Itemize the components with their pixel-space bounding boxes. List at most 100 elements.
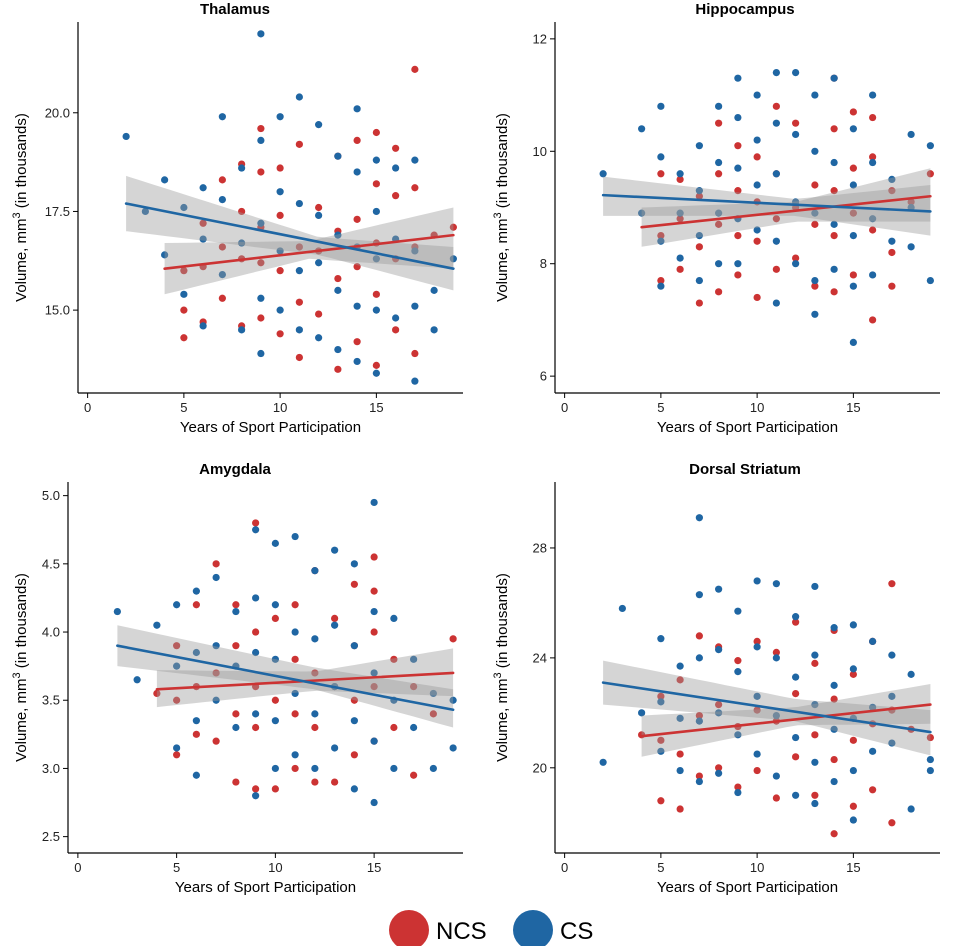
data-point-cs	[271, 601, 279, 609]
data-point-cs	[618, 604, 626, 613]
data-point-cs	[218, 270, 226, 279]
data-point-ncs	[715, 119, 723, 127]
data-point-ncs	[291, 601, 299, 609]
data-point-ncs	[173, 696, 181, 704]
data-point-cs	[849, 181, 857, 189]
data-point-ncs	[331, 778, 339, 786]
data-point-ncs	[888, 282, 896, 290]
data-point-ncs	[271, 614, 279, 622]
data-point-ncs	[849, 736, 857, 744]
data-point-ncs	[695, 299, 703, 307]
data-point-ncs	[753, 766, 761, 775]
data-point-cs	[657, 153, 665, 161]
data-point-ncs	[849, 670, 857, 678]
data-point-ncs	[772, 794, 780, 802]
data-point-cs	[926, 276, 934, 285]
data-point-cs	[830, 624, 838, 632]
data-point-ncs	[295, 140, 303, 148]
data-point-ncs	[676, 215, 684, 223]
data-point-cs	[811, 276, 819, 285]
data-point-cs	[199, 322, 207, 330]
data-point-cs	[192, 587, 200, 595]
data-point-ncs	[271, 696, 279, 704]
data-point-ncs	[792, 254, 800, 262]
fit-line-cs	[601, 193, 932, 213]
data-point-cs	[334, 286, 342, 294]
data-point-cs	[199, 184, 207, 192]
legend-key-ncs	[389, 910, 429, 946]
data-point-cs	[830, 777, 838, 786]
data-point-cs	[811, 209, 819, 217]
data-point-cs	[715, 209, 723, 217]
data-point-cs	[753, 692, 761, 700]
data-point-cs	[334, 231, 342, 239]
x-tick-label: 10	[268, 860, 282, 875]
data-point-cs	[888, 739, 896, 747]
data-point-ncs	[276, 330, 284, 338]
series-cs-points	[122, 30, 457, 385]
data-point-ncs	[295, 298, 303, 306]
data-point-ncs	[792, 618, 800, 626]
data-point-cs	[734, 74, 742, 82]
data-point-cs	[753, 577, 761, 585]
y-axis-label: Volume, mm3 (in thousands)	[11, 573, 30, 762]
fit-line-ncs	[640, 703, 932, 738]
x-tick-label: 0	[561, 860, 568, 875]
data-point-ncs	[715, 170, 723, 178]
x-tick-label: 10	[750, 400, 764, 415]
data-point-ncs	[252, 785, 260, 793]
data-point-cs	[113, 607, 121, 616]
confidence-band-cs	[603, 176, 931, 236]
data-point-cs	[291, 689, 299, 698]
y-axis-label-tail: (in thousands)	[494, 573, 511, 672]
data-point-ncs	[830, 288, 838, 296]
data-point-cs	[830, 74, 838, 82]
data-point-ncs	[350, 751, 358, 759]
data-point-cs	[849, 816, 857, 824]
data-point-ncs	[849, 802, 857, 810]
data-point-ncs	[888, 248, 896, 257]
y-axis-label-superscript: 3	[11, 212, 23, 218]
data-point-cs	[811, 582, 819, 591]
data-point-cs	[734, 607, 742, 615]
data-point-cs	[350, 785, 358, 793]
data-point-cs	[753, 91, 761, 99]
data-point-cs	[830, 681, 838, 689]
data-point-cs	[695, 777, 703, 786]
data-point-ncs	[869, 316, 877, 324]
data-point-cs	[295, 267, 303, 275]
data-point-cs	[811, 91, 819, 99]
data-point-cs	[849, 232, 857, 240]
data-point-cs	[753, 181, 761, 189]
data-point-ncs	[888, 580, 896, 588]
data-point-cs	[715, 769, 723, 777]
data-point-ncs	[657, 232, 665, 240]
y-axis-label-main: Volume, mm	[13, 219, 30, 302]
data-point-cs	[772, 119, 780, 127]
y-tick-label: 20.0	[45, 105, 70, 120]
data-point-cs	[372, 156, 380, 164]
data-point-ncs	[372, 128, 380, 137]
x-tick-label: 0	[74, 860, 81, 875]
data-point-cs	[849, 621, 857, 629]
data-point-ncs	[180, 334, 188, 342]
data-point-cs	[141, 207, 149, 216]
data-point-cs	[811, 701, 819, 709]
data-point-ncs	[811, 731, 819, 739]
y-axis-label-superscript: 3	[11, 672, 23, 678]
x-axis-label: Years of Sport Participation	[657, 879, 838, 896]
data-point-ncs	[291, 764, 299, 773]
data-point-ncs	[372, 361, 380, 369]
y-axis-label-tail: (in thousands)	[13, 113, 30, 212]
data-point-ncs	[888, 819, 896, 827]
data-point-ncs	[173, 751, 181, 759]
data-point-cs	[869, 271, 877, 279]
data-point-cs	[411, 302, 419, 310]
panel-amygdala: Amygdala 0 5 10 15 2.5 3.0 3.5 4.0 4.5 5.0 Years of…	[11, 461, 463, 896]
data-point-ncs	[869, 226, 877, 234]
data-point-cs	[430, 286, 438, 294]
data-point-cs	[372, 369, 380, 377]
data-point-ncs	[232, 778, 240, 786]
data-point-cs	[315, 259, 323, 267]
data-point-cs	[772, 654, 780, 662]
